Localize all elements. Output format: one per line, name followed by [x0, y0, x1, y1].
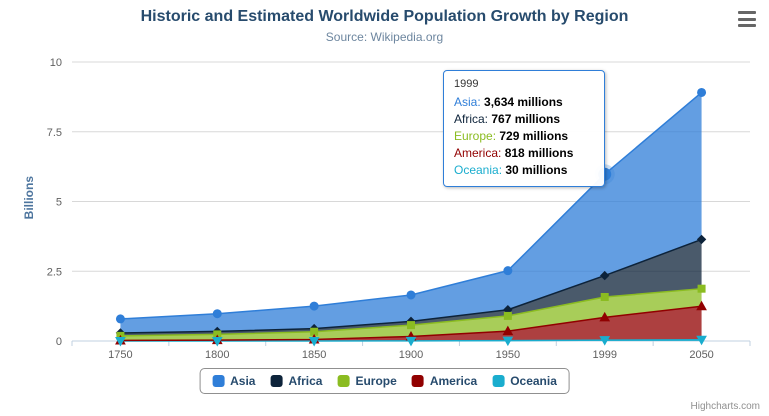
- legend-label: Asia: [230, 374, 256, 388]
- x-tick-label: 1850: [302, 349, 326, 361]
- marker-oceania-1750[interactable]: [115, 336, 126, 347]
- legend-label: America: [429, 374, 478, 388]
- y-tick-label: 10: [50, 57, 62, 69]
- marker-europe-2050[interactable]: [697, 284, 706, 293]
- x-tick-label: 1999: [592, 349, 616, 361]
- context-menu-button[interactable]: [735, 9, 759, 29]
- legend-item-oceania[interactable]: Oceania: [492, 374, 557, 388]
- legend: Asia Africa Europe America Oceania: [199, 368, 570, 394]
- hover-marker[interactable]: [598, 167, 612, 181]
- area-asia[interactable]: [120, 92, 702, 333]
- marker-asia-1900[interactable]: [406, 290, 416, 300]
- marker-oceania-1999[interactable]: [599, 336, 611, 346]
- marker-europe-1900[interactable]: [407, 321, 415, 330]
- legend-item-africa[interactable]: Africa: [270, 374, 322, 388]
- x-tick-label: 1800: [205, 349, 229, 361]
- legend-label: Europe: [355, 374, 397, 388]
- area-america[interactable]: [120, 306, 702, 341]
- marker-asia-1750[interactable]: [115, 314, 125, 324]
- marker-america-1950[interactable]: [502, 325, 514, 336]
- chart-subtitle: Source: Wikipedia.org: [325, 30, 444, 44]
- x-tick-label: 1750: [108, 349, 132, 361]
- marker-oceania-1850[interactable]: [308, 336, 320, 347]
- area-africa[interactable]: [120, 239, 702, 336]
- legend-symbol-asia: [212, 375, 225, 387]
- legend-item-america[interactable]: America: [411, 374, 478, 388]
- legend-symbol-africa: [270, 375, 283, 387]
- chart-title: Historic and Estimated Worldwide Populat…: [140, 8, 629, 25]
- marker-america-2050[interactable]: [696, 300, 707, 311]
- legend-symbol-america: [411, 375, 424, 387]
- marker-asia-1800[interactable]: [212, 309, 222, 319]
- y-tick-label: 2.5: [47, 266, 62, 278]
- hamburger-menu-icon: [738, 24, 756, 27]
- legend-item-europe[interactable]: Europe: [337, 374, 397, 388]
- marker-oceania-1800[interactable]: [211, 336, 223, 347]
- marker-oceania-2050[interactable]: [696, 335, 707, 346]
- legend-symbol-oceania: [492, 375, 505, 387]
- legend-label: Africa: [288, 374, 323, 388]
- marker-asia-1850[interactable]: [309, 301, 319, 311]
- marker-africa-1999[interactable]: [600, 270, 610, 281]
- hamburger-menu-icon: [738, 17, 756, 21]
- credits-link[interactable]: Highcharts.com: [690, 401, 760, 412]
- legend-symbol-europe: [337, 375, 350, 387]
- x-tick-label: 1950: [496, 349, 520, 361]
- marker-america-1999[interactable]: [599, 311, 611, 322]
- marker-oceania-1900[interactable]: [405, 336, 417, 347]
- legend-item-asia[interactable]: Asia: [212, 374, 255, 388]
- y-tick-label: 0: [56, 336, 62, 348]
- marker-asia-1950[interactable]: [503, 266, 513, 276]
- x-tick-label: 2050: [689, 349, 713, 361]
- y-tick-label: 5: [56, 197, 62, 209]
- hamburger-menu-icon: [738, 11, 756, 14]
- marker-africa-2050[interactable]: [696, 234, 707, 245]
- marker-asia-2050[interactable]: [697, 87, 707, 97]
- x-tick-label: 1900: [399, 349, 423, 361]
- legend-label: Oceania: [510, 374, 557, 388]
- y-tick-label: 7.5: [47, 127, 62, 139]
- marker-europe-1950[interactable]: [503, 311, 512, 320]
- marker-europe-1999[interactable]: [600, 293, 609, 302]
- marker-oceania-1950[interactable]: [502, 336, 514, 347]
